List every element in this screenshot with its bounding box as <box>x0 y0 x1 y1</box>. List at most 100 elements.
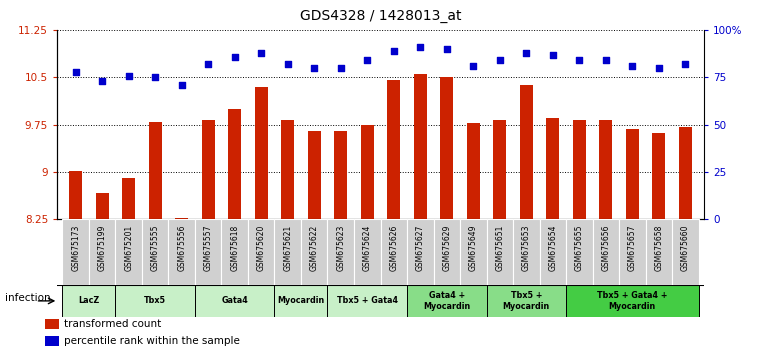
Bar <box>221 219 248 285</box>
Text: transformed count: transformed count <box>64 319 161 329</box>
Text: GSM675653: GSM675653 <box>522 225 531 271</box>
Bar <box>89 219 116 285</box>
Bar <box>414 74 427 219</box>
Bar <box>45 336 59 346</box>
Bar <box>407 285 486 317</box>
Bar <box>626 129 639 219</box>
Point <box>96 78 108 84</box>
Point <box>467 63 479 69</box>
Text: GSM675555: GSM675555 <box>151 225 160 271</box>
Bar <box>566 285 699 317</box>
Text: Gata4 +
Myocardin: Gata4 + Myocardin <box>423 291 470 310</box>
Text: GSM675201: GSM675201 <box>124 225 133 271</box>
Bar <box>281 120 295 219</box>
Bar <box>175 218 188 219</box>
Point <box>361 58 374 63</box>
Point <box>626 63 638 69</box>
Point <box>335 65 347 71</box>
Bar <box>486 219 513 285</box>
Text: GSM675622: GSM675622 <box>310 225 319 271</box>
Text: GSM675654: GSM675654 <box>549 225 557 271</box>
Point <box>441 46 453 52</box>
Bar <box>62 285 116 317</box>
Point <box>600 58 612 63</box>
Text: LacZ: LacZ <box>78 296 100 306</box>
Text: GSM675618: GSM675618 <box>230 225 239 271</box>
Point <box>176 82 188 88</box>
Bar <box>62 219 89 285</box>
Point <box>653 65 665 71</box>
Bar <box>599 120 613 219</box>
Text: GSM675658: GSM675658 <box>654 225 664 271</box>
Point <box>573 58 585 63</box>
Bar <box>440 78 454 219</box>
Bar <box>407 219 434 285</box>
Bar <box>327 219 354 285</box>
Bar <box>69 171 82 219</box>
Bar <box>493 120 506 219</box>
Text: GSM675660: GSM675660 <box>681 225 690 271</box>
Bar <box>380 219 407 285</box>
Bar <box>45 319 59 329</box>
Bar <box>116 285 195 317</box>
Bar <box>148 122 162 219</box>
Point <box>546 52 559 58</box>
Bar <box>434 219 460 285</box>
Text: GSM675651: GSM675651 <box>495 225 505 271</box>
Bar <box>387 80 400 219</box>
Point <box>414 44 426 50</box>
Bar <box>593 219 619 285</box>
Text: GSM675556: GSM675556 <box>177 225 186 271</box>
Bar <box>546 119 559 219</box>
Bar <box>168 219 195 285</box>
Bar <box>460 219 486 285</box>
Bar <box>334 131 347 219</box>
Text: Tbx5 + Gata4: Tbx5 + Gata4 <box>337 296 398 306</box>
Point <box>228 54 240 59</box>
Bar <box>540 219 566 285</box>
Point <box>123 73 135 78</box>
Bar <box>202 120 215 219</box>
Text: GDS4328 / 1428013_at: GDS4328 / 1428013_at <box>300 9 461 23</box>
Point <box>282 61 294 67</box>
Bar <box>122 178 135 219</box>
Point <box>494 58 506 63</box>
Bar <box>679 127 692 219</box>
Bar <box>573 120 586 219</box>
Bar <box>513 219 540 285</box>
Bar <box>645 219 672 285</box>
Point <box>149 75 161 80</box>
Text: GSM675657: GSM675657 <box>628 225 637 271</box>
Bar <box>195 285 275 317</box>
Bar <box>275 219 301 285</box>
Bar <box>354 219 380 285</box>
Text: GSM675627: GSM675627 <box>416 225 425 271</box>
Text: Tbx5: Tbx5 <box>144 296 166 306</box>
Bar <box>466 123 480 219</box>
Text: Gata4: Gata4 <box>221 296 248 306</box>
Text: GSM675623: GSM675623 <box>336 225 345 271</box>
Text: GSM675649: GSM675649 <box>469 225 478 271</box>
Point <box>202 61 215 67</box>
Text: GSM675626: GSM675626 <box>390 225 398 271</box>
Text: infection: infection <box>5 293 51 303</box>
Bar <box>96 193 109 219</box>
Point <box>387 48 400 54</box>
Text: GSM675199: GSM675199 <box>97 225 107 271</box>
Bar <box>116 219 142 285</box>
Text: Tbx5 + Gata4 +
Myocardin: Tbx5 + Gata4 + Myocardin <box>597 291 667 310</box>
Point <box>308 65 320 71</box>
Bar <box>228 109 241 219</box>
Bar <box>248 219 275 285</box>
Bar <box>142 219 168 285</box>
Point <box>69 69 81 75</box>
Text: GSM675620: GSM675620 <box>256 225 266 271</box>
Text: GSM675557: GSM675557 <box>204 225 212 271</box>
Text: GSM675629: GSM675629 <box>442 225 451 271</box>
Bar <box>361 125 374 219</box>
Point <box>680 61 692 67</box>
Text: GSM675624: GSM675624 <box>363 225 371 271</box>
Bar <box>619 219 645 285</box>
Text: GSM675173: GSM675173 <box>71 225 80 271</box>
Text: GSM675656: GSM675656 <box>601 225 610 271</box>
